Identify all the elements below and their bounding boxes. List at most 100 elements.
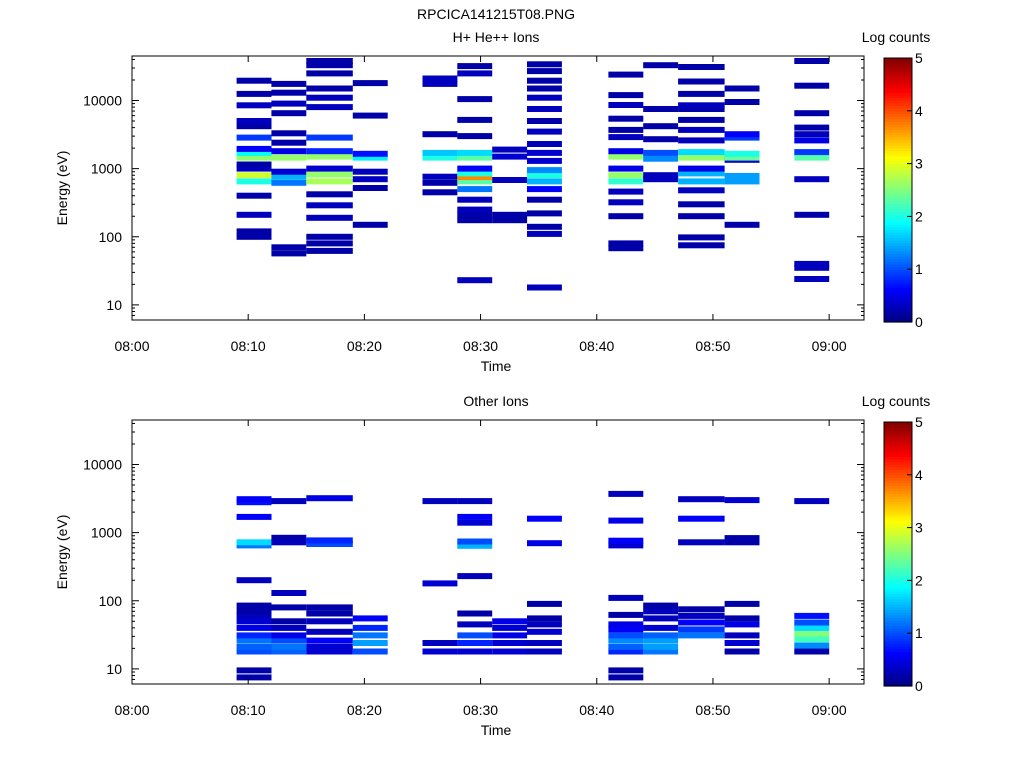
spectrogram-cell [271, 637, 307, 644]
colorbar-strip [884, 680, 912, 684]
spectrogram-cell [794, 630, 830, 637]
spectrogram-cell [236, 542, 272, 549]
spectrogram-cell [236, 165, 272, 172]
colorbar-strip [884, 221, 912, 225]
spectrogram-cell [306, 618, 353, 625]
colorbar-strip [884, 316, 912, 320]
colorbar-strip [884, 556, 912, 560]
colorbar-strip [884, 232, 912, 236]
colorbar-strip [884, 213, 912, 217]
spectrogram-cell [678, 106, 725, 112]
colorbar-strip [884, 63, 912, 67]
colorbar-strip [884, 229, 912, 233]
spectrogram-cell [643, 608, 679, 615]
spectrogram-cell [527, 178, 562, 185]
plot-frame-h-he-ions [131, 55, 865, 321]
colorbar-strip [884, 461, 912, 465]
colorbar-strip [884, 142, 912, 146]
colorbar-strip [884, 208, 912, 212]
spectrogram-cell [608, 165, 644, 172]
spectrogram-cell [678, 102, 725, 109]
spectrogram-cell [236, 145, 272, 152]
colorbar-strip [884, 530, 912, 534]
spectrogram-cell [352, 648, 388, 655]
spectrogram-cell [678, 213, 725, 220]
spectrogram-cell [457, 277, 493, 284]
spectrogram-cell [457, 165, 493, 172]
spectrogram-cell [457, 133, 493, 140]
y-tick-label: 100 [99, 229, 123, 245]
spectrogram-cell [724, 621, 760, 628]
colorbar-strip [884, 76, 912, 80]
plot-frame-other-ions [131, 419, 865, 685]
colorbar-strip [884, 160, 912, 165]
spectrogram-cell [527, 210, 562, 217]
spectrogram-cell [352, 221, 388, 228]
colorbar-strip [884, 606, 912, 611]
spectrogram-cell [306, 628, 353, 635]
spectrogram-cell [678, 64, 725, 70]
colorbar-strip [884, 192, 912, 196]
spectrogram-cell [271, 244, 307, 251]
spectrogram-cell [794, 264, 830, 271]
spectrogram-cell [492, 618, 528, 625]
spectrogram-cell [422, 640, 458, 646]
colorbar-strip [884, 662, 912, 666]
spectrogram-cell [306, 148, 353, 155]
spectrogram-cell [492, 648, 528, 655]
spectrogram-cell [236, 539, 272, 546]
colorbar-strip [884, 654, 912, 658]
spectrogram-cell [457, 640, 493, 646]
colorbar-strip [884, 564, 912, 568]
spectrogram-cell [236, 161, 272, 168]
colorbar-strip [884, 451, 912, 455]
colorbar-strip [884, 187, 912, 191]
colorbar-strip [884, 424, 912, 428]
spectrogram-cell [678, 78, 725, 85]
spectrogram-cell [678, 496, 725, 503]
spectrogram-cell [678, 170, 725, 177]
colorbar-strip [884, 627, 912, 632]
spectrogram-cell [527, 106, 562, 112]
colorbar-strip [884, 517, 912, 521]
spectrogram-cell [352, 168, 388, 175]
y-tick-label: 1000 [91, 525, 122, 541]
spectrogram-cell [678, 201, 725, 208]
spectrogram-cell [527, 172, 562, 179]
colorbar-strip [884, 216, 912, 220]
spectrogram-cell [271, 80, 307, 87]
colorbar-strip [884, 561, 912, 566]
spectrogram-cell [457, 217, 493, 224]
spectrogram-cell [306, 104, 353, 111]
spectrogram-cell [306, 233, 353, 240]
colorbar-strip [884, 498, 912, 502]
colorbar-tick-label: 4 [915, 467, 923, 483]
spectrogram-cell [271, 498, 307, 505]
spectrogram-cell [457, 178, 493, 185]
spectrogram-cell [306, 495, 353, 502]
spectrogram-cell [794, 211, 830, 218]
spectrogram-cell [724, 615, 760, 622]
x-axis-label-h-he-ions: Time [481, 358, 512, 374]
spectrogram-cell [306, 94, 353, 101]
spectrogram-cell [527, 628, 562, 635]
colorbar-strip [884, 432, 912, 436]
colorbar-tick-label: 2 [915, 572, 923, 588]
spectrogram-cell [236, 618, 272, 625]
colorbar-strip [884, 643, 912, 647]
spectrogram-cell [457, 116, 493, 123]
spectrogram-cell [794, 276, 830, 282]
spectrogram-cell [608, 648, 644, 655]
x-tick-label: 08:30 [463, 338, 498, 354]
spectrogram-cell [678, 90, 725, 97]
spectrogram-cell [422, 131, 458, 138]
spectrogram-cell [678, 165, 725, 172]
spectrogram-cell [527, 157, 562, 164]
spectrogram-cell [271, 250, 307, 257]
colorbar-tick-label: 2 [915, 208, 923, 224]
spectrogram-cell [236, 496, 272, 503]
colorbar-strip [884, 567, 912, 571]
colorbar-strip [884, 81, 912, 85]
colorbar-strip [884, 548, 912, 552]
colorbar-strip [884, 139, 912, 144]
